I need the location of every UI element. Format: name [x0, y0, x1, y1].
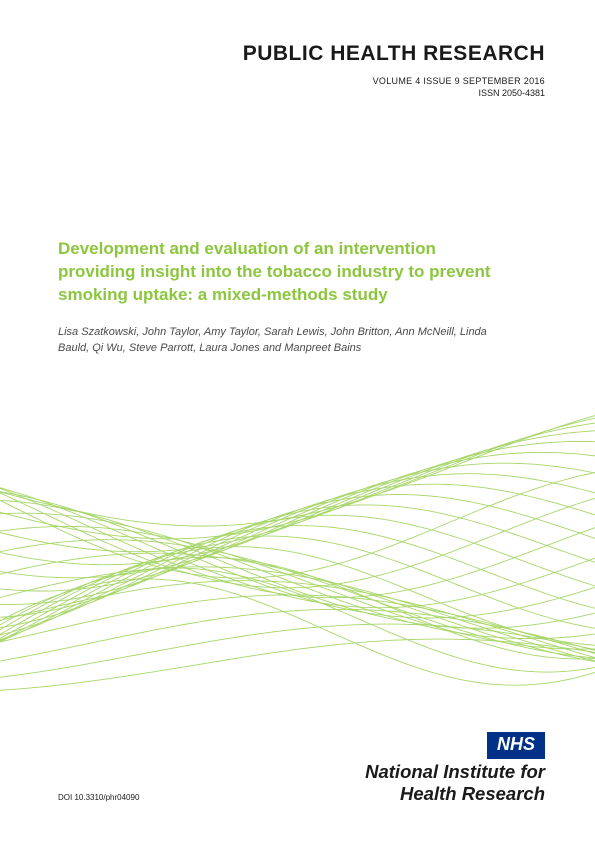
- article-title: Development and evaluation of an interve…: [58, 238, 498, 307]
- doi: DOI 10.3310/phr04090: [58, 793, 139, 802]
- authors-list: Lisa Szatkowski, John Taylor, Amy Taylor…: [58, 325, 498, 357]
- wave-graphic: [0, 402, 595, 782]
- issn: ISSN 2050-4381: [243, 88, 545, 98]
- header-block: PUBLIC HEALTH RESEARCH VOLUME 4 ISSUE 9 …: [243, 42, 545, 98]
- footer-logo-block: NHS National Institute for Health Resear…: [365, 732, 545, 804]
- org-name-line1: National Institute for: [365, 761, 545, 782]
- nhs-logo: NHS: [487, 732, 545, 759]
- volume-issue-date: VOLUME 4 ISSUE 9 SEPTEMBER 2016: [243, 76, 545, 86]
- journal-name: PUBLIC HEALTH RESEARCH: [243, 42, 545, 66]
- title-block: Development and evaluation of an interve…: [58, 238, 498, 357]
- org-name-line2: Health Research: [365, 783, 545, 804]
- issue-info: VOLUME 4 ISSUE 9 SEPTEMBER 2016 ISSN 205…: [243, 76, 545, 98]
